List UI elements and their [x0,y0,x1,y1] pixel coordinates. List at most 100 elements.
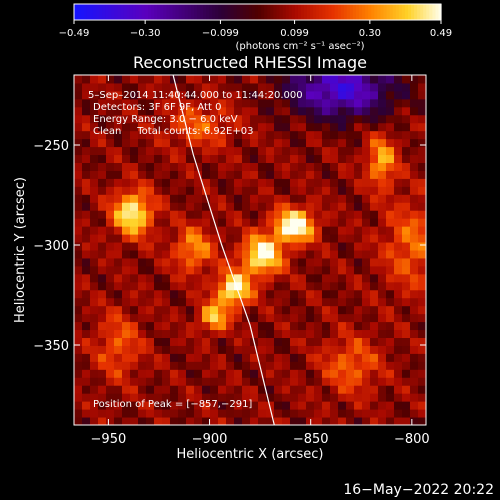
colorbar-segment [370,4,375,20]
heatmap-cell [394,409,403,418]
heatmap-cell [338,234,347,243]
heatmap-cell [138,194,147,203]
heatmap-cell [234,353,243,362]
heatmap-cell [370,305,379,315]
heatmap-cell [186,186,195,195]
heatmap-cell [298,178,307,187]
heatmap-cell [386,202,395,211]
colorbar-segment [385,4,390,20]
heatmap-cell [138,409,147,418]
colorbar-segment [119,4,124,20]
heatmap-cell [242,305,251,315]
heatmap-cell [282,106,291,116]
colorbar-segment [333,4,338,20]
heatmap-cell [306,289,315,299]
colorbar-segment [141,4,145,20]
heatmap-cell [418,106,426,116]
heatmap-cell [258,106,267,116]
heatmap-cell [194,305,203,315]
heatmap-cell [218,234,227,243]
heatmap-cell [114,273,123,283]
heatmap-cell [242,242,251,251]
heatmap-cell [274,178,283,187]
heatmap-cell [370,257,379,267]
heatmap-cell [98,146,107,156]
heatmap-cell [186,313,195,323]
heatmap-cell [74,138,83,148]
heatmap-cell [258,417,267,425]
heatmap-cell [242,361,251,370]
heatmap-cell [274,90,283,100]
heatmap-cell [114,194,123,203]
heatmap-cell [74,361,83,370]
heatmap-cell [266,186,275,195]
heatmap-cell [154,329,163,338]
heatmap-cell [402,90,411,100]
heatmap-cell [258,90,267,100]
colorbar-segment [135,4,139,20]
heatmap-cell [322,297,331,307]
heatmap-cell [298,265,307,275]
heatmap-cell [410,401,419,410]
heatmap-cell [90,281,99,291]
heatmap-cell [362,337,371,346]
heatmap-cell [354,210,363,219]
heatmap-cell [410,313,419,323]
heatmap-cell [226,417,235,425]
heatmap-cell [122,321,131,331]
heatmap-cell [178,265,187,275]
heatmap-cell [322,122,331,132]
heatmap-cell [282,257,291,267]
heatmap-cell [386,289,395,299]
colorbar-segment [156,4,161,20]
heatmap-cell [298,329,307,338]
heatmap-cell [266,297,275,307]
heatmap-cell [418,242,426,251]
heatmap-cell [322,353,331,362]
heatmap-cell [338,273,347,283]
heatmap-cell [290,170,299,179]
heatmap-cell [274,257,283,267]
heatmap-cell [282,170,291,179]
heatmap-cell [266,337,275,346]
heatmap-cell [306,218,315,227]
heatmap-cell [370,242,379,251]
heatmap-cell [178,138,187,148]
colorbar-segment [211,4,216,20]
heatmap-cell [202,162,211,171]
heatmap-cell [370,75,379,84]
heatmap-cell [266,90,275,100]
heatmap-cell [250,146,259,156]
heatmap-cell [354,369,363,378]
heatmap-cell [226,146,235,156]
heatmap-cell [314,353,323,362]
heatmap-cell [258,114,267,124]
colorbar-segment [395,4,399,20]
heatmap-cell [106,369,115,378]
heatmap-cell [242,417,251,425]
heatmap-cell [418,417,426,425]
heatmap-cell [162,377,171,386]
heatmap-cell [386,361,395,370]
heatmap-cell [154,361,163,370]
heatmap-cell [266,178,275,187]
heatmap-cell [338,321,347,331]
heatmap-cell [338,138,347,148]
heatmap-cell [178,194,187,203]
heatmap-cell [210,257,219,267]
heatmap-cell [194,146,203,156]
heatmap-cell [266,154,275,163]
heatmap-cell [378,130,387,140]
colorbar-segment [125,4,130,20]
heatmap-cell [242,146,251,156]
heatmap-cell [234,218,243,227]
heatmap-cell [130,369,139,378]
heatmap-cell [322,82,331,92]
heatmap-cell [354,75,363,84]
heatmap-cell [226,202,235,211]
heatmap-cell [122,194,131,203]
heatmap-cell [170,361,179,370]
heatmap-cell [266,369,275,378]
heatmap-cell [274,409,283,418]
heatmap-cell [378,353,387,362]
